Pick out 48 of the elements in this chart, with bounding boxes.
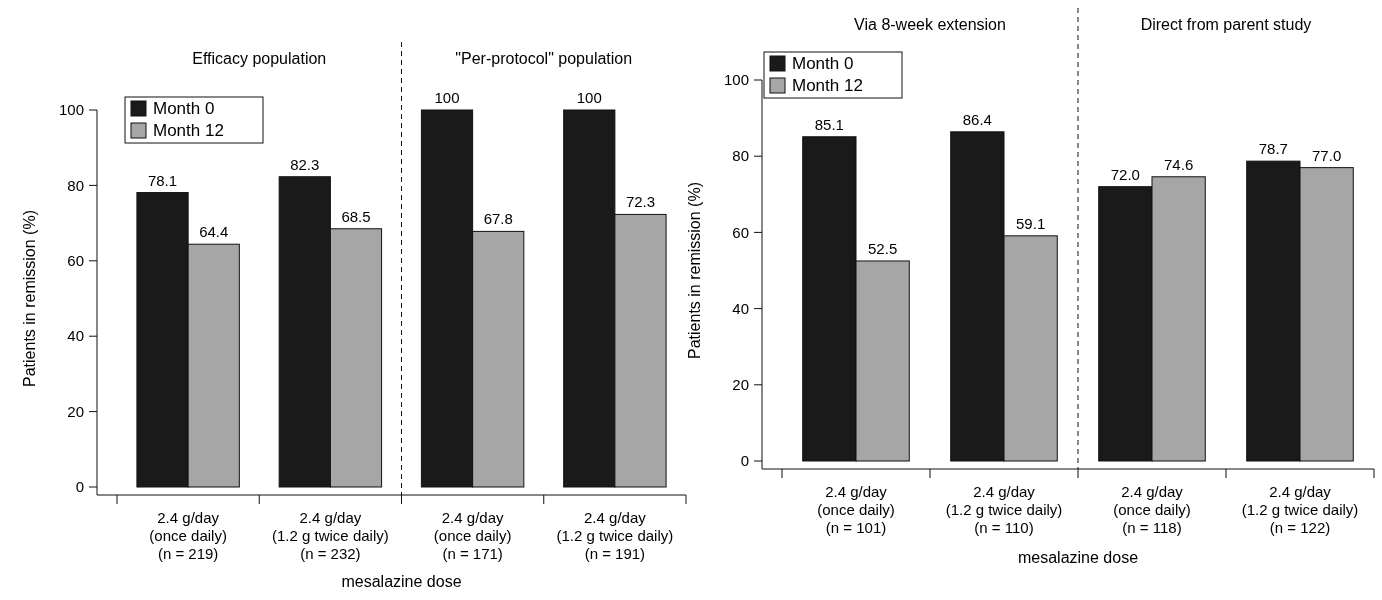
data-label: 86.4: [962, 110, 992, 128]
y-tick-label: 80: [67, 176, 84, 194]
data-label: 72.3: [625, 193, 656, 211]
x-tick-label: 2.4 g/day (once daily) (n = 219): [149, 509, 227, 562]
y-tick-label: 80: [732, 147, 749, 165]
x-tick-label: 2.4 g/day (once daily) (n = 171): [433, 509, 512, 562]
y-tick-label: 100: [58, 101, 84, 119]
x-tick-label: 2.4 g/day (1.2 g twice daily) (n = 232): [272, 509, 389, 562]
data-label: 74.6: [1164, 155, 1194, 173]
x-axis-title: mesalazine dose: [1017, 549, 1139, 566]
text: "Per-protocol" population: [455, 50, 633, 67]
y-tick-label: 20: [732, 376, 749, 394]
data-label: 100: [434, 89, 460, 106]
y-tick-label: 20: [67, 402, 84, 420]
y-tick-label: 0: [75, 478, 84, 496]
y-tick-label: 0: [740, 452, 749, 470]
data-label: 82.3: [290, 155, 320, 173]
data-label: 64.4: [199, 223, 229, 241]
data-label: 100: [576, 89, 602, 106]
data-label: 67.8: [483, 210, 513, 228]
y-axis-title: Patients in remission (%): [21, 210, 38, 387]
data-label: 59.1: [1016, 214, 1046, 232]
legend-label: Month 0: [792, 54, 854, 73]
text: Via 8-week extension: [854, 16, 1006, 33]
x-tick-label: 2.4 g/day (1.2 g twice daily) (n = 191): [556, 509, 674, 562]
x-tick-label: 2.4 g/day (once daily) (n = 101): [817, 483, 895, 536]
y-tick-label: 100: [723, 71, 749, 89]
data-label: 85.1: [814, 115, 844, 133]
x-axis-title: mesalazine dose: [341, 573, 462, 590]
legend-label: Month 12: [792, 76, 863, 95]
data-label: 68.5: [341, 207, 371, 225]
y-tick-label: 60: [67, 252, 84, 270]
data-label: 78.7: [1258, 140, 1288, 158]
data-label: 77.0: [1312, 146, 1342, 164]
legend-label: Month 12: [153, 121, 224, 140]
y-axis-title: Patients in remission (%): [686, 182, 703, 359]
data-label: 72.0: [1110, 165, 1140, 183]
data-label: 52.5: [868, 239, 898, 257]
y-tick-label: 60: [732, 223, 749, 241]
y-tick-label: 40: [67, 327, 84, 345]
x-tick-label: 2.4 g/day (once daily) (n = 118): [1113, 483, 1191, 536]
legend-label: Month 0: [153, 99, 215, 118]
text: Direct from parent study: [1140, 16, 1312, 33]
x-tick-label: 2.4 g/day (1.2 g twice daily) (n = 122): [1241, 483, 1359, 536]
x-tick-label: 2.4 g/day (1.2 g twice daily) (n = 110): [945, 483, 1063, 536]
y-tick-label: 40: [732, 299, 749, 317]
data-label: 78.1: [147, 171, 178, 189]
text: Efficacy population: [192, 50, 327, 67]
